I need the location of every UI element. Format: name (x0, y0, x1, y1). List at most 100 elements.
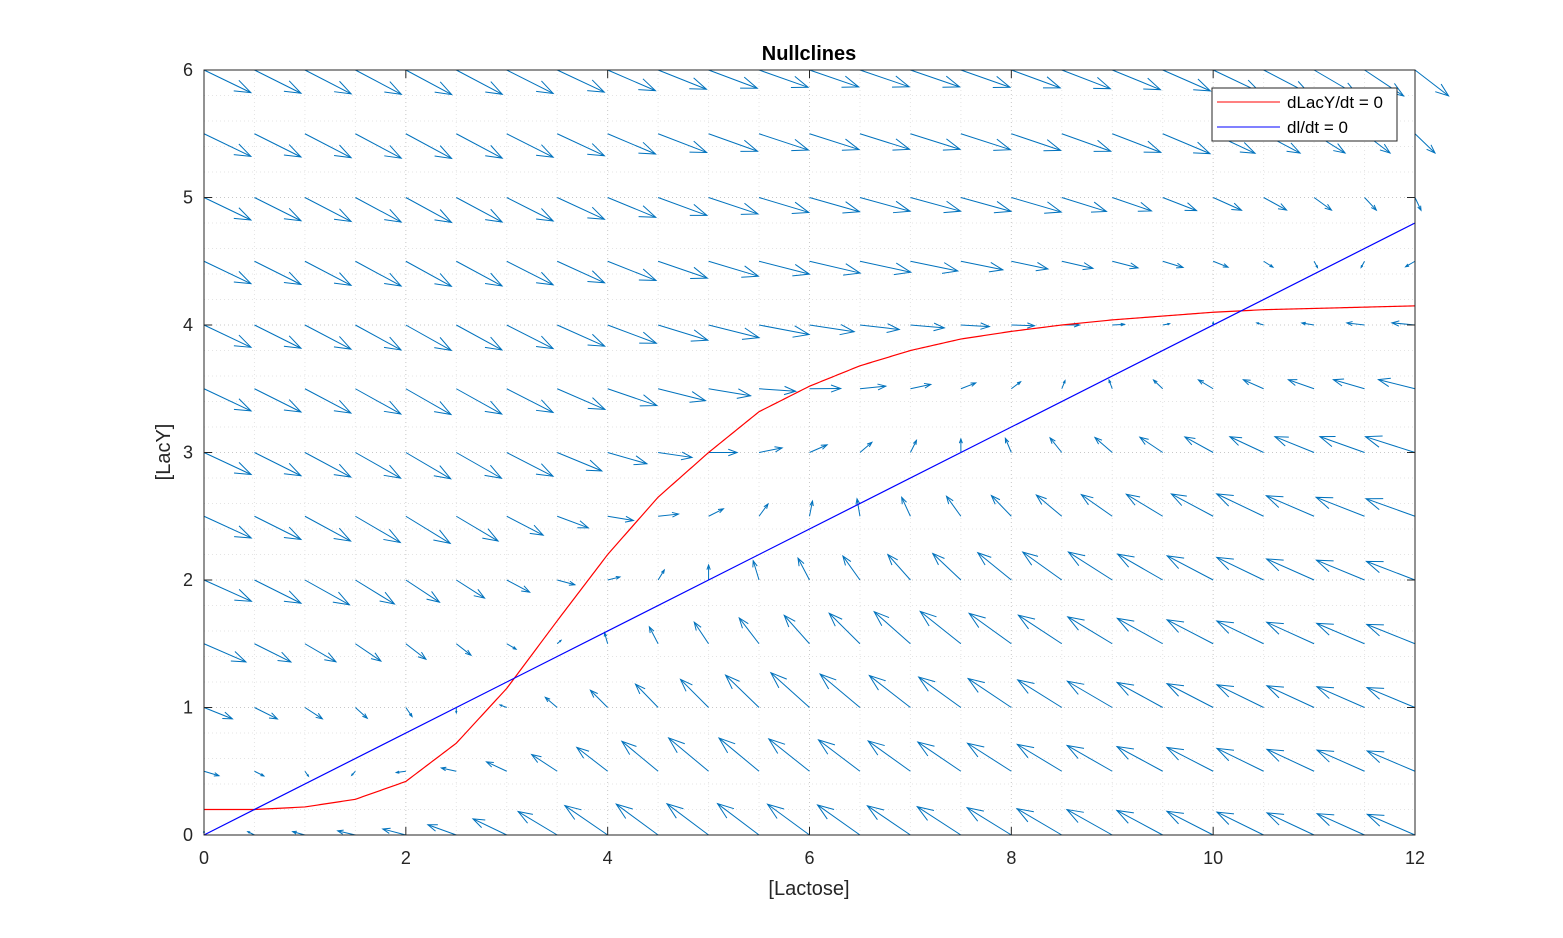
vector-arrow-head (774, 446, 784, 453)
vector-arrow-shaft (254, 388, 302, 413)
vector-arrow-shaft (909, 440, 917, 453)
vector-arrow-shaft (1216, 684, 1264, 708)
vector-arrow-head (333, 336, 353, 350)
vector-arrow (658, 511, 680, 518)
vector-arrow-head (766, 803, 785, 819)
vector-arrow (783, 614, 810, 645)
vector-arrow-shaft (960, 324, 990, 328)
vector-arrow-shaft (859, 385, 886, 390)
vector-arrow (1080, 493, 1113, 517)
vector-arrow-head (1043, 139, 1062, 152)
vector-arrow-shaft (456, 324, 503, 351)
vector-arrow-shaft (456, 133, 503, 159)
vector-arrow (203, 515, 253, 539)
vector-arrow-head (1390, 320, 1400, 327)
vector-arrow (909, 439, 918, 453)
vector-arrow (859, 197, 912, 214)
vector-arrow (708, 388, 753, 399)
vector-arrow-head (783, 385, 798, 396)
vector-arrow (1364, 498, 1416, 517)
vector-arrow-head (830, 384, 843, 393)
vector-arrow-shaft (658, 452, 693, 458)
vector-arrow (607, 197, 658, 218)
vector-arrow (304, 324, 353, 350)
vector-arrow-head (1021, 551, 1039, 566)
vector-arrow-shaft (901, 497, 911, 517)
vector-arrow (456, 133, 504, 159)
vector-arrow-head (1016, 679, 1035, 694)
vector-arrow (960, 197, 1013, 214)
vector-arrow (657, 197, 709, 216)
vector-arrow (498, 704, 507, 708)
vector-arrow-head (333, 399, 353, 414)
vector-arrow (859, 69, 911, 88)
vector-arrow-head (1167, 322, 1172, 326)
vector-arrow (557, 452, 604, 472)
vector-arrow-shaft (304, 707, 323, 720)
vector-arrow-head (689, 77, 708, 90)
vector-arrow (1318, 435, 1365, 453)
vector-arrow (910, 197, 962, 214)
vector-arrow-head (638, 268, 658, 281)
vector-arrow (1331, 378, 1365, 390)
vector-arrow-head (433, 465, 452, 480)
vector-arrow-shaft (203, 69, 252, 94)
vector-arrow-shaft (292, 831, 306, 836)
vector-arrow-shaft (1378, 379, 1416, 390)
vector-arrow (910, 260, 960, 274)
vector-arrow (304, 69, 353, 95)
nullcline-lines (203, 222, 1416, 836)
vector-arrow (1365, 813, 1416, 836)
vector-arrow (828, 612, 861, 645)
vector-arrow-shaft (1364, 197, 1377, 211)
vector-arrow (648, 625, 659, 644)
vector-arrow (919, 610, 962, 645)
vector-arrow-head (1165, 682, 1185, 697)
vector-arrow (809, 260, 862, 276)
vector-arrow-shaft (1266, 621, 1315, 645)
vector-arrow-shaft (738, 617, 760, 645)
vector-arrow-shaft (859, 324, 900, 330)
vector-arrow-shaft (693, 621, 709, 645)
vector-arrow (1365, 750, 1416, 772)
vector-arrow (1414, 197, 1422, 212)
vector-arrow-shaft (564, 805, 608, 836)
vector-arrow (506, 197, 555, 222)
vector-arrow (1265, 685, 1315, 708)
vector-arrow-shaft (1017, 679, 1063, 708)
vector-arrow-head (1215, 747, 1235, 762)
vector-arrow-shaft (1346, 322, 1365, 326)
vector-arrow (1242, 379, 1264, 390)
vector-arrow-shaft (355, 388, 402, 415)
vector-arrow-shaft (1094, 437, 1113, 453)
vector-arrow-head (1197, 379, 1205, 385)
vector-arrow-shaft (1116, 682, 1163, 708)
vector-arrow (809, 324, 856, 336)
vector-arrow-head (818, 673, 837, 690)
vector-arrow (1313, 197, 1333, 211)
vector-arrow (910, 382, 933, 390)
vector-arrow-shaft (304, 579, 350, 606)
vector-arrow (456, 197, 504, 223)
vector-arrow-shaft (355, 452, 401, 479)
vector-arrow-head (283, 80, 303, 94)
y-tick-label: 5 (183, 188, 193, 208)
vector-arrow-head (512, 646, 518, 650)
vector-arrow (405, 515, 452, 545)
vector-arrow-shaft (828, 612, 861, 645)
vector-arrow-shaft (917, 741, 962, 772)
vector-arrow-head (966, 742, 985, 758)
vector-arrow-shaft (819, 673, 861, 708)
vector-arrow (1011, 197, 1063, 214)
vector-arrow-head (1265, 558, 1284, 572)
vector-arrow (901, 496, 911, 517)
vector-arrow-head (689, 140, 709, 153)
vector-arrow (607, 69, 657, 92)
vector-arrow-shaft (1212, 197, 1242, 211)
vector-arrow-shaft (648, 626, 659, 644)
vector-arrow (931, 552, 962, 581)
vector-arrow-shaft (556, 197, 605, 220)
vector-arrow-shaft (1288, 379, 1315, 390)
vector-arrow (1162, 133, 1212, 155)
vector-arrow (976, 551, 1012, 581)
